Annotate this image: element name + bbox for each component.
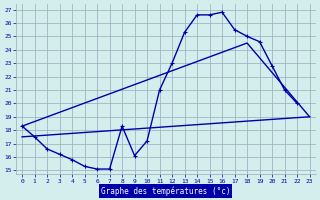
X-axis label: Graphe des températures (°c): Graphe des températures (°c)	[101, 186, 231, 196]
